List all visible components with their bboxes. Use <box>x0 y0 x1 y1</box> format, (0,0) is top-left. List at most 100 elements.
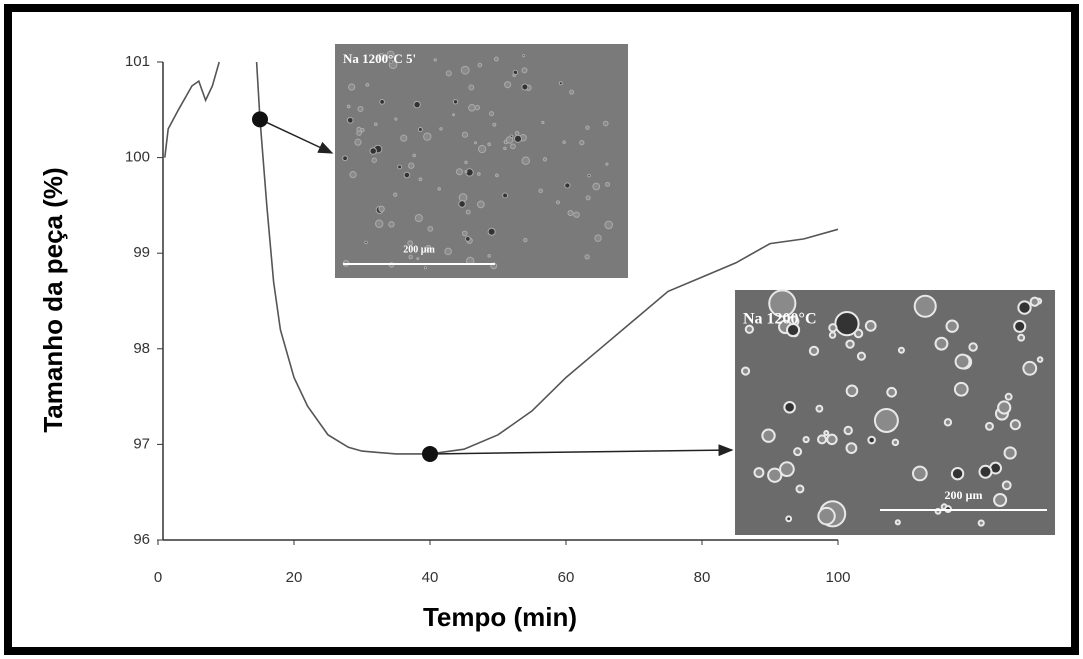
inset-texture <box>423 266 427 270</box>
inset-texture <box>826 433 838 446</box>
inset-texture <box>505 136 514 144</box>
inset-texture <box>477 62 483 68</box>
inset-texture <box>828 323 838 333</box>
inset-texture <box>1004 392 1013 401</box>
inset-texture <box>445 70 452 77</box>
inset-texture <box>953 381 969 397</box>
inset-texture <box>461 230 468 237</box>
inset-texture <box>346 116 354 124</box>
inset-texture <box>845 442 858 454</box>
inset-texture <box>437 187 441 191</box>
inset-texture <box>558 81 563 86</box>
x-tick-label: 0 <box>154 569 162 586</box>
inset: Na 1200°C 200 µm <box>735 289 1055 535</box>
inset-image <box>335 44 628 278</box>
inset-texture <box>602 120 609 127</box>
inset-texture <box>477 144 487 154</box>
inset-texture <box>541 120 545 125</box>
inset-texture <box>562 140 566 144</box>
inset-texture <box>474 104 481 111</box>
inset-texture <box>512 73 516 78</box>
inset-texture <box>464 170 468 174</box>
inset-texture <box>365 82 370 87</box>
inset-texture <box>464 160 468 165</box>
inset-texture <box>522 54 526 58</box>
inset-texture <box>342 155 348 162</box>
y-axis-label: Tamanho da peça (%) <box>38 167 68 432</box>
inset-texture <box>823 429 830 436</box>
inset-texture <box>377 52 386 61</box>
inset-texture <box>521 83 529 91</box>
inset-texture <box>369 147 377 155</box>
inset-texture <box>579 139 585 146</box>
inset-texture <box>492 122 497 127</box>
data-line <box>164 61 839 455</box>
inset-texture <box>954 353 971 370</box>
inset-texture <box>997 400 1012 415</box>
inset-texture <box>843 425 853 436</box>
inset-texture <box>513 134 522 143</box>
inset-texture <box>394 117 398 121</box>
inset-texture <box>356 126 362 132</box>
inset-texture <box>439 127 443 131</box>
inset-texture <box>1036 356 1044 363</box>
inset-texture <box>379 99 385 105</box>
inset-texture <box>452 113 456 117</box>
inset-texture <box>864 319 877 332</box>
inset-texture <box>389 60 393 64</box>
inset-texture <box>1017 333 1026 342</box>
inset-texture <box>911 465 928 482</box>
inset-texture <box>894 519 901 526</box>
inset-texture <box>761 428 776 443</box>
inset-texture <box>444 247 452 256</box>
x-tick-label: 60 <box>558 569 575 586</box>
y-tick-label: 97 <box>133 435 150 452</box>
inset-texture <box>585 125 590 130</box>
inset-texture <box>891 438 900 447</box>
inset-texture <box>521 67 528 74</box>
scale-label: 200 µm <box>945 488 983 502</box>
inset-texture <box>523 237 528 243</box>
x-axis-label: Tempo (min) <box>423 602 577 632</box>
y-tick-label: 101 <box>125 53 150 70</box>
inset-texture <box>468 103 476 112</box>
inset-texture <box>564 182 571 189</box>
inset-texture <box>487 142 492 147</box>
inset-texture <box>1009 419 1021 431</box>
inset-texture <box>468 84 475 91</box>
inset-texture <box>785 515 793 523</box>
inset-texture <box>1003 446 1017 460</box>
inset-texture <box>817 506 836 526</box>
inset-texture <box>416 257 420 261</box>
inset-texture <box>802 435 810 444</box>
x-tick-label: 20 <box>286 569 303 586</box>
inset-texture <box>993 492 1008 508</box>
inset-texture <box>815 404 824 413</box>
inset-texture <box>403 171 411 179</box>
inset-texture <box>828 331 837 339</box>
inset-texture <box>605 181 611 187</box>
inset-texture <box>793 447 803 457</box>
inset-texture <box>412 153 416 158</box>
inset-texture <box>1013 319 1027 333</box>
inset-texture <box>509 134 514 138</box>
inset-texture <box>433 58 437 62</box>
inset-texture <box>767 467 783 483</box>
inset-texture <box>346 104 351 109</box>
inset-texture <box>465 209 471 215</box>
inset-texture <box>373 122 378 127</box>
inset-texture <box>585 195 591 201</box>
inset-texture <box>573 211 580 218</box>
y-tick-label: 99 <box>133 244 150 261</box>
inset-texture <box>834 310 860 337</box>
inset-texture <box>354 138 362 146</box>
inset-texture <box>465 236 471 242</box>
inset-texture <box>487 254 491 258</box>
inset-texture <box>487 227 496 236</box>
inset-texture <box>489 111 495 117</box>
inset-texture <box>408 254 413 260</box>
inset-texture <box>417 127 423 132</box>
inset-texture <box>845 384 859 398</box>
inset-texture <box>567 209 574 217</box>
